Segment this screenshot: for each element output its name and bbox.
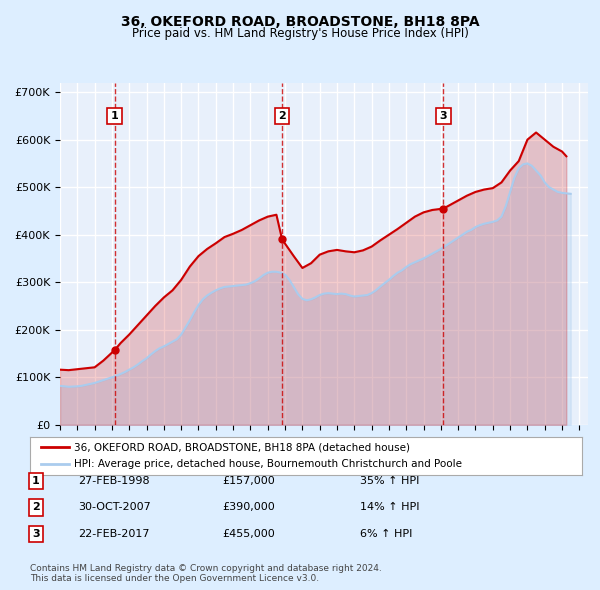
Text: 3: 3: [32, 529, 40, 539]
Text: 35% ↑ HPI: 35% ↑ HPI: [360, 476, 419, 486]
Text: Contains HM Land Registry data © Crown copyright and database right 2024.
This d: Contains HM Land Registry data © Crown c…: [30, 563, 382, 583]
Text: 1: 1: [32, 476, 40, 486]
Text: HPI: Average price, detached house, Bournemouth Christchurch and Poole: HPI: Average price, detached house, Bour…: [74, 459, 462, 469]
Text: 27-FEB-1998: 27-FEB-1998: [78, 476, 149, 486]
Text: 3: 3: [440, 111, 447, 121]
Text: 14% ↑ HPI: 14% ↑ HPI: [360, 503, 419, 512]
Text: 30-OCT-2007: 30-OCT-2007: [78, 503, 151, 512]
Text: 36, OKEFORD ROAD, BROADSTONE, BH18 8PA: 36, OKEFORD ROAD, BROADSTONE, BH18 8PA: [121, 15, 479, 29]
Text: 2: 2: [278, 111, 286, 121]
Text: 6% ↑ HPI: 6% ↑ HPI: [360, 529, 412, 539]
Text: £455,000: £455,000: [222, 529, 275, 539]
Text: Price paid vs. HM Land Registry's House Price Index (HPI): Price paid vs. HM Land Registry's House …: [131, 27, 469, 40]
Text: 22-FEB-2017: 22-FEB-2017: [78, 529, 149, 539]
Text: £390,000: £390,000: [222, 503, 275, 512]
Text: £157,000: £157,000: [222, 476, 275, 486]
Text: 36, OKEFORD ROAD, BROADSTONE, BH18 8PA (detached house): 36, OKEFORD ROAD, BROADSTONE, BH18 8PA (…: [74, 442, 410, 453]
Text: 1: 1: [110, 111, 118, 121]
Text: 2: 2: [32, 503, 40, 512]
